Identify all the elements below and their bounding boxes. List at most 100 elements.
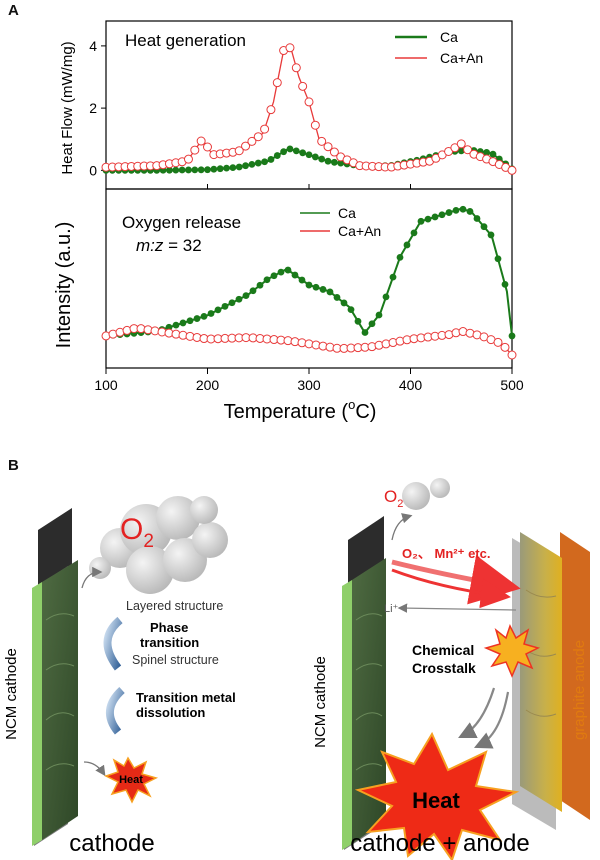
marker-bottom-ca	[375, 311, 383, 319]
marker-top-ca	[324, 157, 332, 165]
marker-top-caan	[298, 81, 308, 91]
right-anode-label: graphite anode	[571, 640, 588, 740]
top-y-axis-label: Heat Flow (mW/mg)	[59, 41, 76, 174]
marker-top-caan	[272, 78, 282, 88]
crosstalk-arrow-2	[391, 568, 511, 609]
marker-bottom-ca	[312, 283, 320, 291]
marker-top-caan	[247, 136, 257, 146]
marker-top-ca	[185, 166, 192, 174]
marker-bottom-ca	[445, 209, 453, 216]
marker-top-ca	[235, 163, 243, 171]
marker-bottom-ca	[508, 332, 516, 340]
panel-b-schematic: NCM cathode O2 Layered structure Phase t…	[3, 478, 590, 860]
marker-top-ca	[337, 159, 345, 167]
marker-bottom-caan	[500, 342, 510, 352]
marker-bottom-ca	[487, 231, 495, 239]
marker-top-ca	[489, 150, 497, 158]
phase-text-2: transition	[140, 635, 199, 650]
marker-bottom-ca	[298, 276, 306, 284]
marker-bottom-ca	[200, 312, 208, 320]
marker-top-ca	[318, 155, 326, 163]
marker-bottom-ca	[291, 271, 299, 279]
marker-top-caan	[323, 142, 333, 152]
y-tick-label: 2	[89, 100, 97, 116]
marker-bottom-ca	[242, 292, 250, 300]
marker-top-caan	[450, 143, 460, 153]
marker-top-caan	[463, 145, 473, 155]
marker-top-ca	[457, 147, 465, 155]
marker-bottom-ca	[396, 254, 404, 261]
marker-bottom-ca	[172, 321, 180, 329]
crosstalk-text-1: Chemical	[412, 642, 474, 658]
marker-top-caan	[304, 97, 314, 107]
legend-bottom-ca: Ca	[338, 205, 356, 221]
marker-top-ca	[305, 151, 313, 159]
x-tick-label: 300	[297, 377, 321, 393]
marker-bottom-ca	[319, 286, 327, 293]
panel-a-letter: A	[8, 2, 19, 19]
spinel-structure-text: Spinel structure	[132, 653, 219, 667]
marker-top-ca	[166, 166, 173, 174]
left-ncm-plate	[42, 560, 78, 840]
left-electrode-label: NCM cathode	[3, 648, 20, 740]
marker-bottom-ca	[270, 272, 278, 280]
marker-bottom-ca	[424, 215, 432, 223]
marker-top-ca	[216, 165, 224, 173]
bottom-panel-sublabel: m:z = 32	[136, 236, 202, 255]
marker-bottom-ca	[333, 294, 341, 301]
marker-top-caan	[266, 105, 276, 115]
marker-bottom-ca	[466, 208, 474, 215]
right-cathode-label: NCM cathode	[312, 656, 329, 748]
marker-top-ca	[197, 166, 205, 174]
marker-bottom-ca	[480, 223, 488, 231]
panel-b-letter: B	[8, 457, 19, 474]
marker-bottom-ca	[501, 280, 509, 288]
marker-top-ca	[242, 162, 249, 170]
marker-top-ca	[483, 149, 491, 156]
marker-bottom-ca	[459, 205, 467, 213]
marker-top-caan	[329, 147, 339, 157]
left-heat-label: Heat	[119, 774, 143, 786]
legend-bottom-caan: Ca+An	[338, 223, 381, 239]
tm-text-2: dissolution	[136, 705, 205, 720]
marker-top-ca	[248, 160, 256, 168]
left-cathode-assembly	[32, 508, 78, 846]
x-tick-label: 400	[399, 377, 423, 393]
y-tick-label: 4	[89, 38, 97, 54]
marker-top-ca	[261, 158, 268, 166]
layered-structure-text: Layered structure	[126, 599, 223, 613]
marker-bottom-caan	[493, 337, 503, 347]
reaction-spark	[483, 624, 541, 678]
marker-top-ca	[311, 153, 319, 161]
marker-bottom-ca	[382, 293, 390, 301]
transport-species-text: O₂、 Mn²⁺ etc.	[402, 546, 490, 561]
marker-bottom-ca	[193, 315, 201, 322]
marker-top-ca	[330, 158, 338, 166]
left-o2-label: O2	[120, 513, 154, 552]
marker-bottom-ca	[228, 299, 236, 307]
marker-bottom-ca	[361, 329, 369, 336]
marker-bottom-ca	[256, 281, 264, 289]
tm-text-1: Transition metal	[136, 690, 236, 705]
marker-top-caan	[253, 132, 263, 142]
marker-bottom-ca	[494, 255, 502, 263]
marker-bottom-ca	[249, 287, 257, 295]
marker-bottom-ca	[277, 268, 285, 276]
bottom-panel-label: Oxygen release	[122, 213, 241, 232]
graphite-plate	[520, 532, 562, 812]
right-anode-assembly	[512, 532, 590, 830]
marker-bottom-ca	[284, 266, 292, 274]
x-tick-label: 100	[94, 377, 118, 393]
marker-bottom-ca	[473, 215, 481, 222]
legend-top-caan: Ca+An	[440, 50, 483, 66]
y-tick-label: 0	[89, 162, 97, 178]
crosstalk-arrow-1	[391, 555, 521, 605]
marker-bottom-ca	[179, 319, 187, 327]
dissolution-arrow	[106, 687, 125, 735]
marker-top-ca	[229, 164, 237, 172]
marker-top-ca	[223, 164, 230, 172]
marker-top-ca	[280, 148, 288, 156]
panel-a-chart: 0 2 4 100 200 300 400 500 Heat generation Oxyg…	[53, 20, 524, 423]
marker-top-ca	[273, 152, 281, 159]
marker-top-caan	[234, 146, 244, 156]
